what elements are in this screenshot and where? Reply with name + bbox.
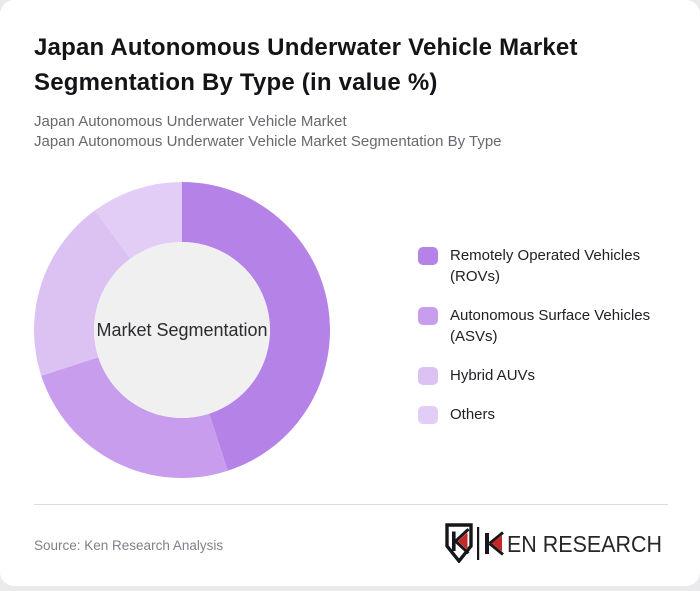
donut-hole	[94, 242, 270, 418]
donut-segment[interactable]	[182, 182, 331, 471]
ken-research-logo: EN RESEARCH	[445, 523, 662, 563]
legend-item[interactable]: Others	[418, 404, 654, 425]
legend-item[interactable]: Hybrid AUVs	[418, 365, 654, 386]
donut-segment[interactable]	[41, 357, 228, 479]
legend-swatch	[418, 367, 438, 385]
legend-swatch	[418, 247, 438, 265]
subtitle-line-1: Japan Autonomous Underwater Vehicle Mark…	[34, 113, 347, 130]
footer-divider	[34, 504, 668, 505]
legend-swatch	[418, 307, 438, 325]
legend-swatch	[418, 406, 438, 424]
donut-segment[interactable]	[33, 210, 131, 376]
donut-segment[interactable]	[95, 182, 182, 259]
legend-label: Remotely Operated Vehicles (ROVs)	[450, 247, 641, 285]
legend-label: Autonomous Surface Vehicles (ASVs)	[450, 307, 651, 345]
legend: Remotely Operated Vehicles (ROVs) Autono…	[418, 245, 654, 443]
chart-subtitles: Japan Autonomous Underwater Vehicle Mark…	[34, 112, 502, 152]
ken-research-wordmark: EN RESEARCH	[485, 531, 662, 557]
legend-label: Others	[450, 406, 496, 423]
legend-item[interactable]: Remotely Operated Vehicles (ROVs)	[418, 245, 654, 287]
donut-chart: Market Segmentation	[33, 182, 331, 479]
legend-item[interactable]: Autonomous Surface Vehicles (ASVs)	[418, 305, 654, 347]
logo-separator	[477, 527, 480, 560]
ken-research-shield-icon	[445, 523, 473, 563]
legend-label: Hybrid AUVs	[450, 367, 536, 384]
source-note: Source: Ken Research Analysis	[34, 538, 224, 553]
page-title: Japan Autonomous Underwater Vehicle Mark…	[34, 34, 578, 96]
subtitle-line-2: Japan Autonomous Underwater Vehicle Mark…	[34, 133, 502, 150]
logo-text: EN RESEARCH	[507, 531, 662, 557]
donut-center-label: Market Segmentation	[96, 320, 267, 340]
